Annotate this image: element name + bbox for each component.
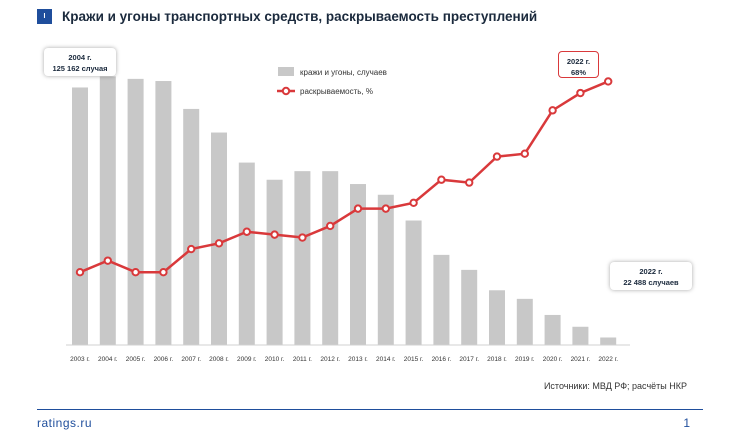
line-point (492, 152, 502, 161)
line-point (353, 204, 363, 213)
legend-bar-swatch (278, 67, 294, 76)
x-tick-label: 2011 г. (293, 356, 312, 363)
source-note: Источники: МВД РФ; расчёты НКР (543, 381, 687, 391)
bar-2007г (183, 108, 200, 345)
line-point (159, 268, 168, 277)
line-point (103, 256, 113, 265)
bar-2012г (322, 171, 339, 345)
line-point (298, 233, 307, 242)
callout-2004-year: 2004 г. (68, 53, 92, 62)
x-tick-label: 2004 г. (98, 356, 118, 363)
x-tick-label: 2003 г. (70, 356, 90, 363)
bar-2020г (544, 314, 561, 345)
line-points-group (75, 77, 613, 277)
callout-2022-percent: 2022 г. 68% (558, 51, 599, 78)
legend-bar-label: кражи и угоны, случаев (300, 68, 387, 77)
line-point (520, 149, 529, 158)
x-tick-label: 2012 г. (320, 356, 340, 363)
x-tick-label: 2013 г. (348, 356, 368, 363)
line-point (242, 227, 252, 236)
line-point (270, 230, 279, 239)
x-tick-label: 2021 г. (571, 356, 591, 363)
x-tick-label: 2020 г. (543, 356, 563, 363)
bar-2022г (600, 337, 617, 345)
line-point (75, 268, 85, 277)
bar-2013г (350, 184, 366, 345)
x-tick-label: 2009 г. (237, 356, 257, 363)
page-number: 1 (683, 416, 690, 430)
bar-2008г (211, 132, 227, 345)
x-tick-label: 2010 г. (265, 356, 285, 363)
bar-2016г (433, 254, 450, 345)
bar-2011г (294, 171, 311, 345)
bar-2015г (405, 220, 422, 345)
legend-line-marker (281, 86, 291, 96)
x-tick-label: 2014 г. (376, 356, 396, 363)
x-tick-label: 2022 г. (598, 356, 618, 363)
bar-2014г (377, 194, 394, 345)
line-point (437, 175, 446, 184)
callout-2022-percent-value: 68% (570, 68, 586, 77)
bar-2010г (266, 179, 283, 345)
line-point (548, 106, 557, 115)
line-point (576, 88, 585, 98)
footer-site-link[interactable]: ratings.ru (37, 416, 93, 430)
bar-2005г (127, 78, 144, 345)
line-point (131, 268, 140, 277)
series-line-disclosure (79, 80, 609, 274)
line-point (409, 198, 418, 208)
line-point (326, 221, 335, 231)
x-tick-label: 2007 г. (181, 356, 201, 363)
x-tick-label: 2018 г. (487, 356, 507, 363)
x-ticks-group: 2003 г. 2004 г. 2005 г. 2006 г. 2007 г. 2008 … (70, 356, 618, 363)
bars-group (72, 76, 617, 346)
bar-2018г (489, 290, 505, 345)
x-tick-label: 2015 г. (404, 356, 424, 363)
callout-2022-percent-year: 2022 г. (566, 57, 591, 66)
callout-2004-value: 125 162 случая (52, 64, 108, 73)
legend-line-label: раскрываемость, % (300, 87, 373, 96)
x-tick-label: 2016 г. (432, 356, 452, 363)
callout-2004: 2004 г. 125 162 случая (44, 48, 116, 76)
line-point (604, 77, 613, 86)
footer-divider (37, 409, 703, 410)
callout-2022-cases: 2022 г. 22 488 случаев (610, 262, 692, 290)
line-point (187, 244, 196, 254)
callout-2022-cases-year: 2022 г. (639, 267, 663, 276)
line-point (214, 239, 224, 248)
chart-title: Кражи и угоны транспортных средств, раск… (62, 9, 538, 24)
x-tick-label: 2006 г. (154, 356, 174, 363)
bar-2009г (238, 162, 255, 345)
title-bar: I Кражи и угоны транспортных средств, ра… (37, 9, 537, 24)
x-tick-label: 2019 г. (515, 356, 535, 363)
callout-2022-cases-value: 22 488 случаев (623, 278, 679, 287)
line-point (381, 204, 390, 213)
bar-2021г (572, 326, 589, 345)
legend: кражи и угоны, случаев раскрываемость, % (277, 67, 387, 96)
bar-2006г (155, 81, 172, 346)
section-marker: I (37, 9, 52, 24)
x-tick-label: 2005 г. (126, 356, 146, 363)
line-point (465, 178, 474, 187)
x-tick-label: 2008 г. (209, 356, 229, 363)
x-tick-label: 2017 г. (459, 356, 479, 363)
bar-2017г (461, 269, 478, 345)
bar-2003г (72, 87, 88, 345)
bar-2019г (516, 298, 533, 345)
bar-2004г (99, 76, 116, 346)
